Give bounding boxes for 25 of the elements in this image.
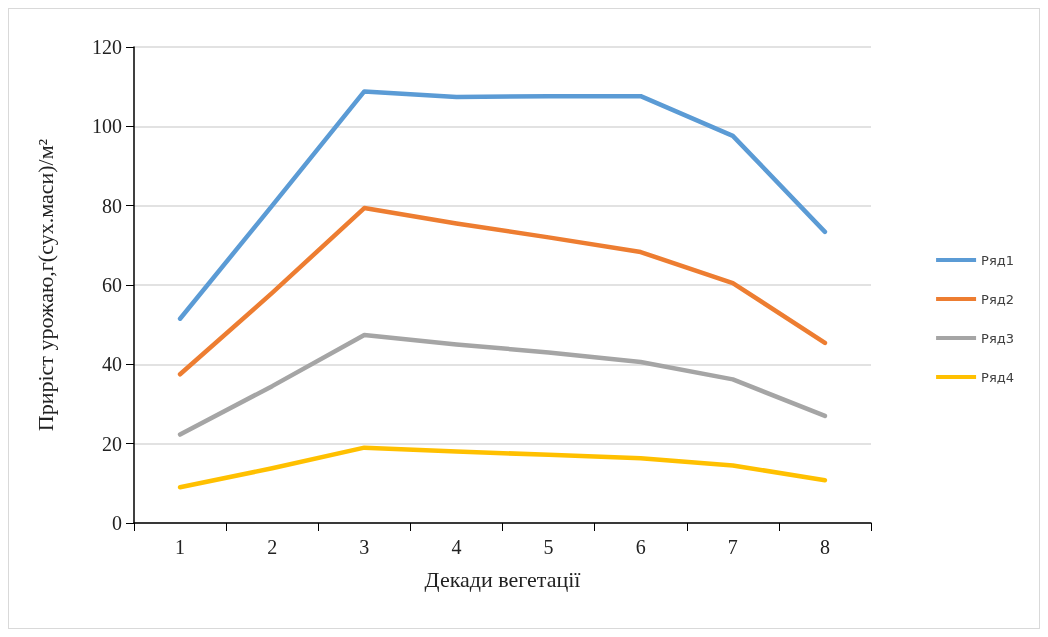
x-tick-label: 1	[175, 536, 186, 558]
x-tick-label: 2	[267, 536, 278, 558]
x-axis-title: Декади вегетації	[424, 566, 582, 592]
y-tick-label: 120	[92, 36, 122, 58]
x-tick-label: 6	[635, 536, 646, 558]
legend-label: Ряд3	[981, 330, 1014, 346]
legend-label: Ряд4	[981, 369, 1014, 385]
line-series	[177, 332, 828, 437]
y-tick-label: 80	[102, 194, 122, 217]
x-tick-label: 3	[359, 536, 370, 558]
line-series	[177, 445, 828, 490]
x-tick-label: 8	[819, 536, 830, 558]
y-tick-label: 60	[102, 274, 122, 296]
x-tick-label: 5	[543, 536, 554, 558]
x-tick-label: 4	[451, 536, 462, 558]
line-series	[177, 89, 828, 321]
y-tick-label: 40	[102, 353, 122, 376]
legend-label: Ряд2	[981, 291, 1014, 307]
legend-label: Ряд1	[981, 252, 1014, 268]
x-tick-label: 7	[727, 536, 738, 558]
line-series	[177, 205, 828, 377]
y-axis-title: Приріст урожаю,г(сух.маси)/м²	[32, 138, 58, 432]
y-tick-label: 100	[92, 115, 122, 138]
y-tick-label: 20	[102, 432, 122, 455]
y-tick-label: 0	[112, 512, 122, 534]
